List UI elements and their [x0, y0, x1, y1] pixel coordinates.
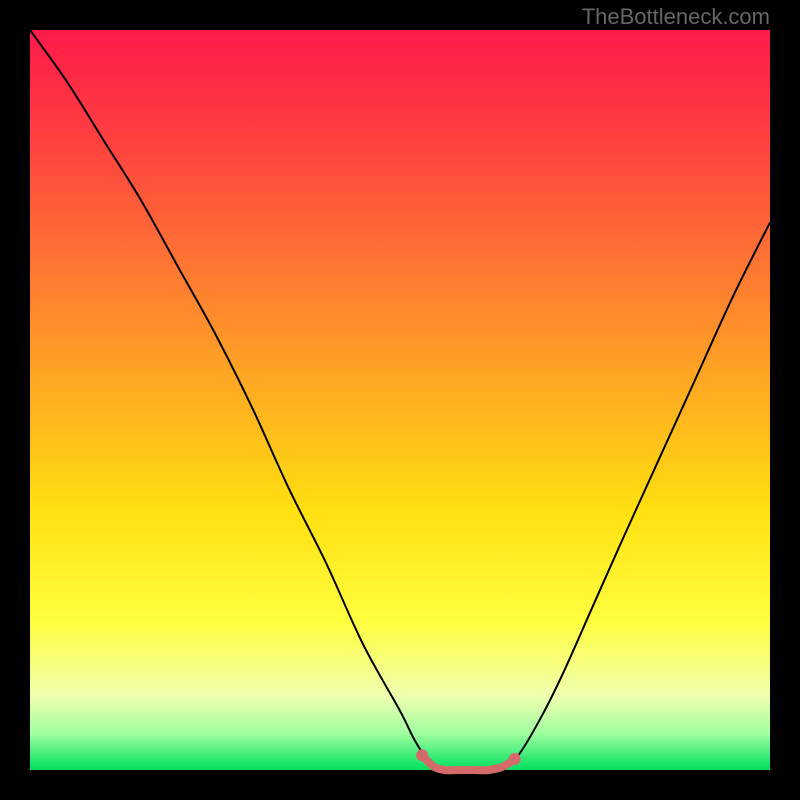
bottleneck-chart: TheBottleneck.com	[0, 0, 800, 800]
plot-area	[30, 30, 770, 770]
watermark-text: TheBottleneck.com	[582, 4, 770, 30]
sweet-spot-endpoint	[416, 749, 428, 761]
chart-svg	[0, 0, 800, 800]
sweet-spot-endpoint	[509, 753, 521, 765]
